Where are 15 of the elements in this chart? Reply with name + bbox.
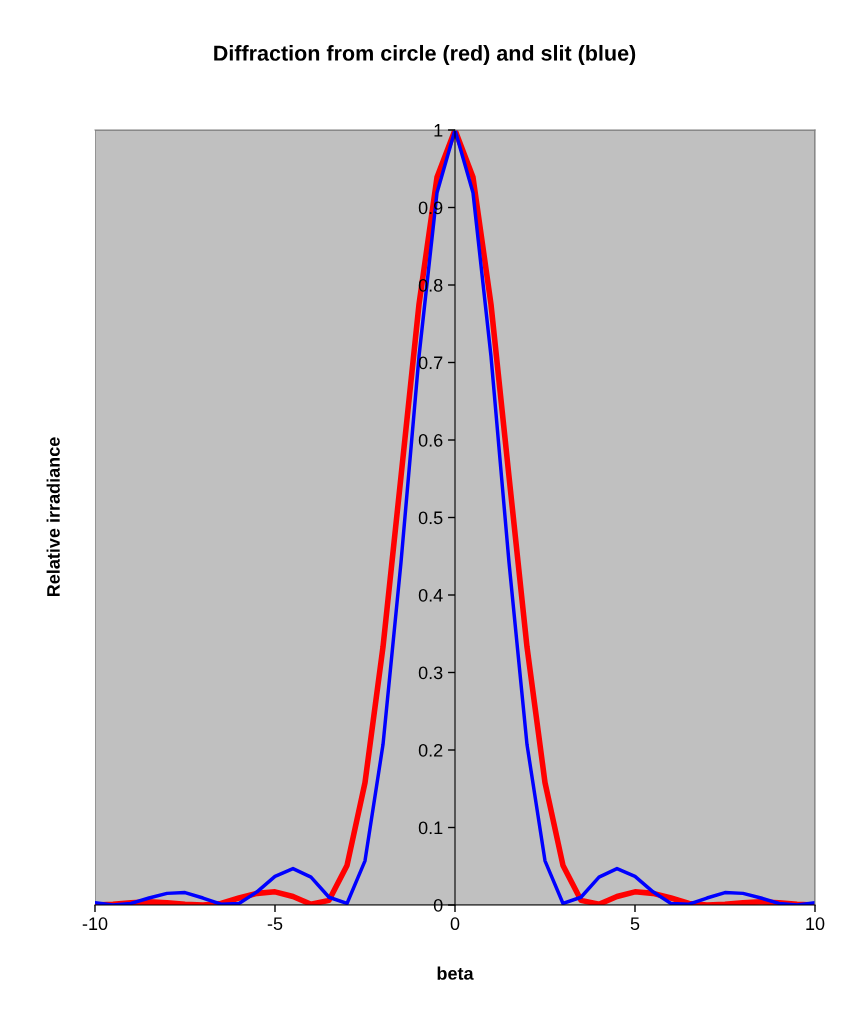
y-tick-label: 0.4	[418, 588, 443, 602]
y-tick-label: 0.5	[418, 511, 443, 525]
x-tick-label: -5	[267, 917, 283, 931]
x-tick-label: 5	[630, 917, 640, 931]
x-tick-label: 10	[806, 917, 825, 931]
chart-title: Diffraction from circle (red) and slit (blue)	[214, 44, 636, 66]
y-tick-label: 0.1	[418, 821, 443, 835]
y-tick-label: 0.6	[418, 433, 443, 447]
x-tick-label: -10	[82, 917, 108, 931]
y-axis-title: Relative irradiance	[46, 437, 60, 597]
y-tick-label: 0.2	[418, 743, 443, 757]
x-axis-title: beta	[437, 966, 474, 980]
y-tick-label: 1	[434, 124, 443, 137]
y-tick-label: 0.3	[418, 666, 443, 680]
x-tick-label: 0	[450, 917, 460, 931]
